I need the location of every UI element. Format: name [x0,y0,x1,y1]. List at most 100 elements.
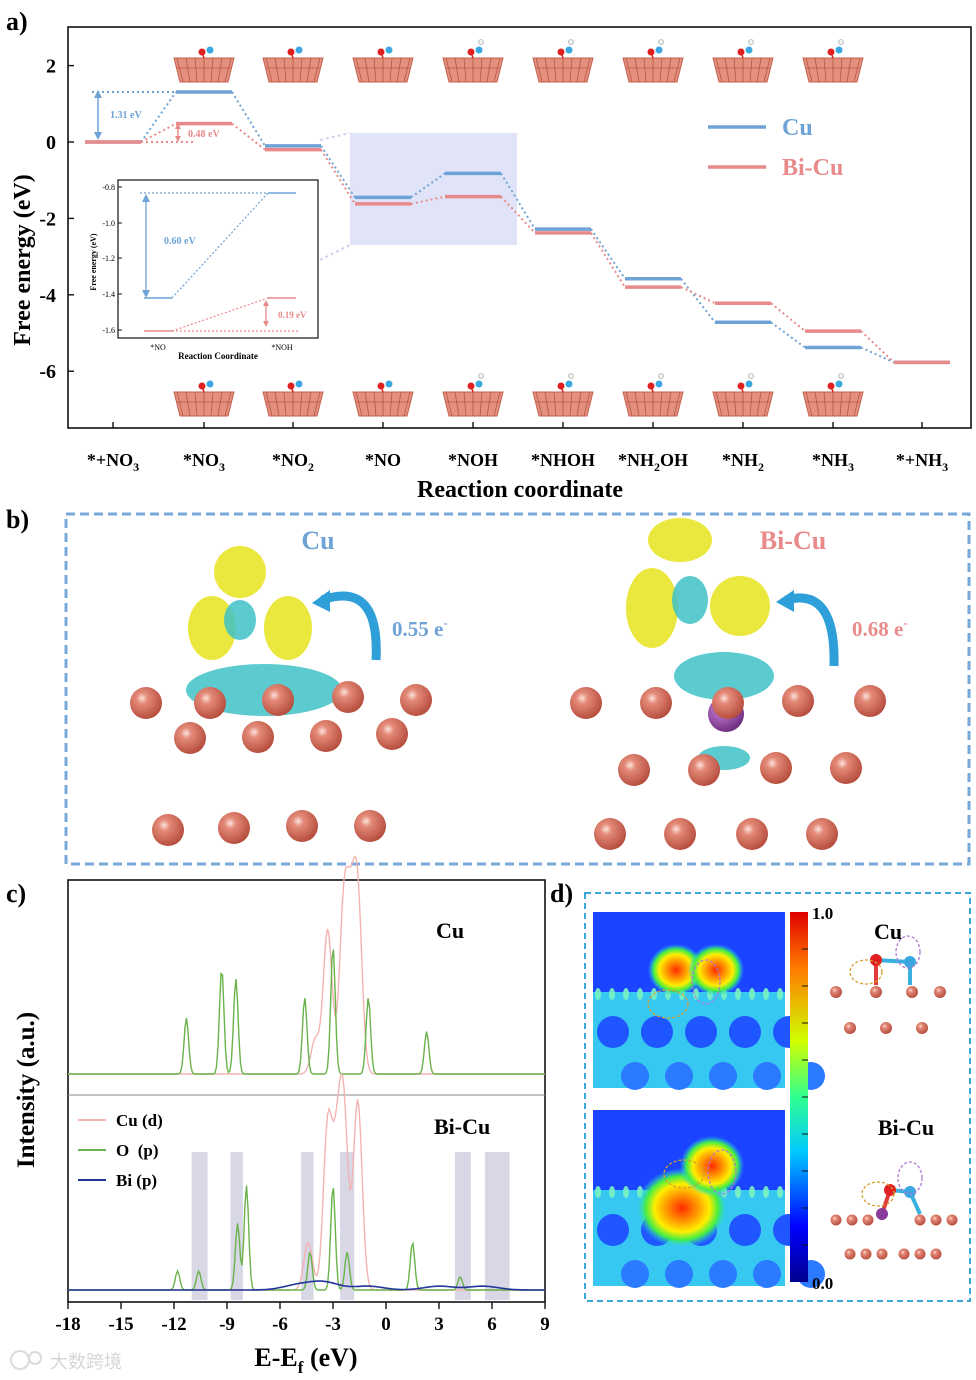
inset-frame [117,179,319,339]
legend-cu-d: Cu (d) [116,1111,163,1130]
connector-bi-cu-6 [680,286,716,305]
inset-ytick-label-3: -1.4 [102,290,115,299]
d-cu-atom-0 [830,986,842,998]
panel-c-xlabel: E-Ef (eV) [254,1343,357,1377]
a-ytick-label-2: -2 [39,208,56,230]
a-xtick-label-8: *NH3 [812,450,854,474]
panel-a-x-axis: *+NO3 *NO3 *NO2 *NO *NOH *NHOH *NH2OH *NH2 *NH3 *… [87,422,948,474]
charge-density-models [130,518,886,850]
connector-cu-5 [590,228,626,280]
c-xtick-label-3: -9 [219,1314,235,1335]
panel-label-c: c) [6,879,26,908]
elf-maps [593,912,825,1288]
panel-d-label-bicu: Bi-Cu [878,1115,934,1140]
slab-bottom-7 [802,373,864,417]
d-cu-o-atom [870,954,882,966]
d-bicu-atom-1 [846,1214,858,1226]
slab-top-5 [622,39,684,83]
cu-atom-right-0-1 [640,687,672,719]
inset-ytick-label-4: -1.6 [102,326,115,335]
barrier-label-bicu: 0.48 eV [188,129,220,140]
panel-a-xlabel: Reaction coordinate [417,477,623,503]
connector-cu-8 [860,346,895,364]
panel-b-title-cu: Cu [301,526,334,555]
connector-bi-cu-8 [860,330,895,364]
panel-c-frame [67,879,546,1303]
connector-cu-3 [410,172,446,199]
connector-cu-1 [231,91,266,147]
d-cu-atom-2 [906,986,918,998]
a-xtick-label-1: *NO3 [183,450,225,474]
charge-transfer-bicu: 0.68 e- [852,615,908,641]
cu-atom-left-2-3 [354,810,386,842]
a-xtick-label-0: *+NO3 [87,450,139,474]
d-bicu-atom-7 [860,1248,872,1260]
panel-a-ylabel: Free energy (eV) [10,174,36,345]
panel-b-frame [64,512,971,866]
cu-iso-cyan-center [224,600,256,640]
cu-atom-left-0-4 [400,684,432,716]
d-bicu-atom-10 [914,1248,926,1260]
cu-atom-right-2-3 [806,818,838,850]
cu-atom-right-1-0 [618,754,650,786]
d-bicu-atom-2 [862,1214,874,1226]
cu-atom-right-0-2 [712,687,744,719]
d-cu-atom-5 [880,1022,892,1034]
cu-atom-left-1-0 [174,722,206,754]
panel-b-title-bicu: Bi-Cu [760,526,826,555]
cu-iso-yellow-left [188,596,236,660]
connector-cu-0 [140,91,177,143]
pdos-subplot-bicu: Bi-Cu [434,1114,490,1139]
bicu-iso-yellow-left [626,568,678,648]
a-xtick-label-4: *NOH [448,450,498,470]
d-bicu-atom-3 [914,1214,926,1226]
a-ytick-label-4: -6 [39,361,56,383]
band-5 [484,1152,510,1300]
d-bicu-atom-8 [876,1248,888,1260]
legend-o-p: O (p) [116,1141,159,1160]
c-xtick-label-6: 0 [381,1314,391,1335]
connector-bi-cu-2 [320,149,356,205]
bicu-iso-yellow-top [648,518,712,562]
d-bicu-atom-0 [830,1214,842,1226]
cu-d-curve-top [68,855,545,1075]
d-cu-atom-1 [870,986,882,998]
cu-atom-right-2-1 [664,818,696,850]
barrier-label-cu: 1.31 eV [110,110,142,121]
colorbar [790,912,808,1282]
d-bicu-n-atom [904,1186,916,1198]
c-xtick-label-4: -6 [272,1314,288,1335]
watermark-text: 大数跨境 [50,1352,122,1373]
c-xtick-label-9: 9 [540,1314,550,1335]
zoom-guide-bottom [319,244,351,261]
elf-map-bicu [593,1110,825,1288]
cu-atom-left-0-2 [262,684,294,716]
d-bicu-atom-11 [930,1248,942,1260]
colorbar-min: 0.0 [812,1274,833,1293]
cu-atom-right-1-1 [688,754,720,786]
watermark: 大数跨境 [10,1350,122,1373]
a-xtick-label-3: *NO [365,450,401,470]
cu-atom-right-0-0 [570,687,602,719]
connector-cu-2 [320,145,356,198]
inset-barrier-label-bicu: 0.19 eV [278,310,307,320]
colorbar-max: 1.0 [812,904,833,923]
panel-label-d: d) [550,879,573,908]
adsorption-structure-images [173,39,864,417]
a-xtick-label-7: *NH2 [722,450,764,474]
pdos-subplot-cu: Cu [436,918,464,943]
pdos-series [68,855,545,1291]
a-ytick-label-3: -4 [39,285,56,307]
inset-ylabel: Free energy (eV) [89,233,98,290]
band-0 [191,1152,208,1300]
slab-top-3 [442,39,504,83]
a-xtick-label-2: *NO2 [272,450,314,474]
band-2 [301,1152,314,1300]
bi-p-curve [68,1280,545,1291]
slab-top-1 [262,46,324,83]
inset-xtick-0: *NO [150,343,166,352]
d-cu-atom-6 [916,1022,928,1034]
charge-transfer-cu: 0.55 e- [392,615,448,641]
inset-ytick-label-2: -1.2 [102,254,115,263]
